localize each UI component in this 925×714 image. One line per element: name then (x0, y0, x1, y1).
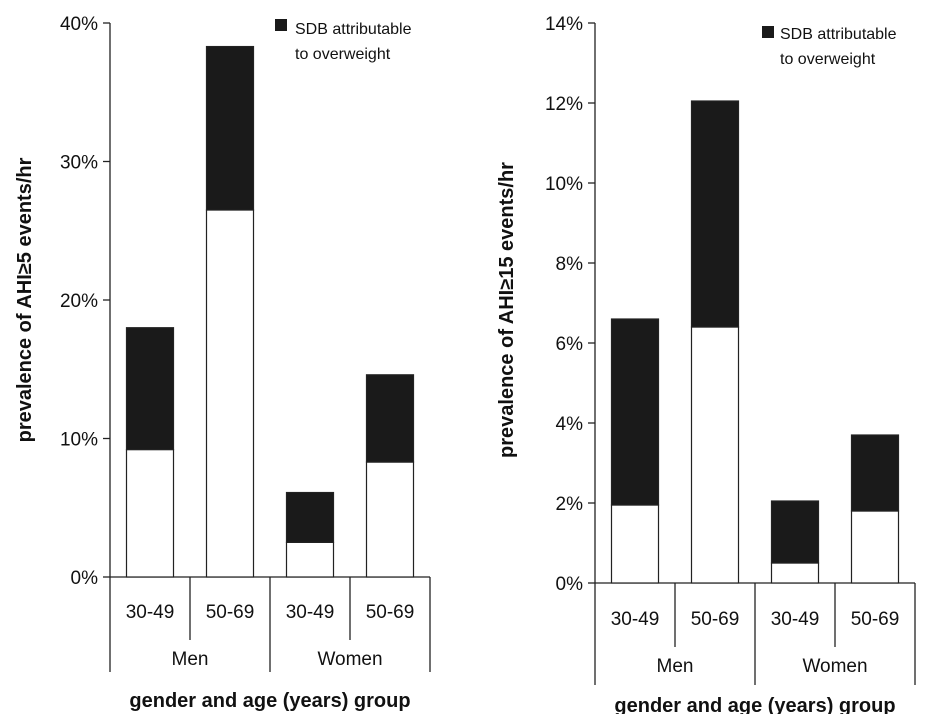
group-label: Men (657, 656, 694, 677)
y-tick-label: 14% (545, 14, 583, 35)
y-tick-label: 4% (556, 414, 584, 435)
legend-label-line1: SDB attributable (780, 26, 897, 43)
category-label: 50-69 (691, 609, 740, 630)
bar-overweight-segment (850, 434, 900, 512)
bar-overweight-segment (125, 327, 175, 451)
y-tick-label: 30% (60, 153, 98, 174)
bar-overweight-segment (770, 500, 820, 564)
bar-base-segment (205, 209, 255, 578)
legend-swatch (762, 26, 774, 38)
category-label: 30-49 (611, 609, 660, 630)
category-label: 30-49 (126, 602, 175, 623)
y-tick-label: 8% (556, 254, 584, 275)
y-tick-label: 10% (545, 174, 583, 195)
y-tick-label: 20% (60, 291, 98, 312)
bar-base-segment (125, 448, 175, 578)
x-axis-title: gender and age (years) group (614, 695, 895, 714)
y-tick-label: 40% (60, 14, 98, 35)
y-axis-title: prevalence of AHI≥5 events/hr (14, 157, 36, 442)
bar-base-segment (285, 541, 335, 578)
group-label: Women (317, 649, 382, 670)
category-label: 30-49 (771, 609, 820, 630)
y-tick-label: 0% (71, 568, 99, 589)
group-label: Men (172, 649, 209, 670)
legend-swatch (275, 19, 287, 31)
legend-label-line1: SDB attributable (295, 21, 412, 38)
x-axis-title: gender and age (years) group (129, 690, 410, 712)
legend-label-line2: to overweight (780, 51, 876, 68)
bar-base-segment (365, 461, 415, 578)
bar-base-segment (850, 510, 900, 584)
bar-overweight-segment (365, 374, 415, 463)
bar-overweight-segment (205, 45, 255, 211)
bar-overweight-segment (610, 318, 660, 506)
category-label: 30-49 (286, 602, 335, 623)
category-label: 50-69 (206, 602, 255, 623)
category-label: 50-69 (851, 609, 900, 630)
legend-label-line2: to overweight (295, 46, 391, 63)
bar-overweight-segment (690, 100, 740, 328)
y-tick-label: 0% (556, 574, 584, 595)
bar-base-segment (770, 562, 820, 584)
y-tick-label: 12% (545, 94, 583, 115)
left-chart: 0% 10% 20% 30% 40% 30-49 50-69 30-49 50-69 Men Wom… (14, 14, 431, 712)
category-label: 50-69 (366, 602, 415, 623)
bar-overweight-segment (285, 491, 335, 543)
right-chart: 0% 2% 4% 6% 8% 10% 12% 14% 30-49 50-69 30-49 50-69 M… (496, 14, 916, 714)
bar-base-segment (610, 504, 660, 584)
y-tick-label: 2% (556, 494, 584, 515)
bar-base-segment (690, 326, 740, 584)
group-label: Women (802, 656, 867, 677)
y-axis-title: prevalence of AHI≥15 events/hr (496, 162, 518, 458)
y-tick-label: 10% (60, 430, 98, 451)
y-tick-label: 6% (556, 334, 584, 355)
